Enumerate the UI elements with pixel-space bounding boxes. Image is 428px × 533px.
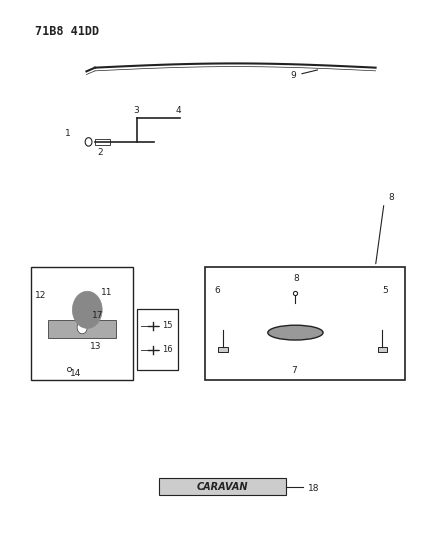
- Text: 8: 8: [388, 193, 394, 202]
- Bar: [205, 266, 405, 381]
- Bar: [159, 478, 286, 495]
- Text: CARAVAN: CARAVAN: [197, 481, 248, 491]
- Text: 17: 17: [92, 311, 104, 320]
- Bar: [95, 139, 110, 145]
- Circle shape: [72, 291, 102, 328]
- Polygon shape: [48, 319, 116, 338]
- Text: 14: 14: [70, 369, 81, 378]
- Text: 8: 8: [293, 274, 299, 283]
- Text: 3: 3: [133, 106, 139, 115]
- Text: 1: 1: [65, 128, 71, 138]
- Circle shape: [77, 321, 87, 334]
- Text: 9: 9: [291, 70, 318, 80]
- Bar: [378, 346, 387, 352]
- Text: 16: 16: [162, 345, 172, 354]
- Bar: [31, 266, 133, 381]
- Text: 18: 18: [308, 484, 319, 493]
- Text: 6: 6: [214, 286, 220, 295]
- Text: 2: 2: [97, 148, 103, 157]
- Bar: [218, 346, 228, 352]
- Bar: [137, 309, 178, 370]
- Text: 11: 11: [101, 288, 112, 297]
- Text: 71B8 41DD: 71B8 41DD: [36, 25, 100, 38]
- Text: 4: 4: [176, 106, 181, 115]
- Text: 13: 13: [90, 342, 102, 351]
- Text: 5: 5: [382, 286, 388, 295]
- Text: 7: 7: [291, 366, 297, 375]
- Text: 12: 12: [36, 292, 47, 301]
- Ellipse shape: [268, 325, 323, 340]
- Text: 15: 15: [162, 321, 172, 330]
